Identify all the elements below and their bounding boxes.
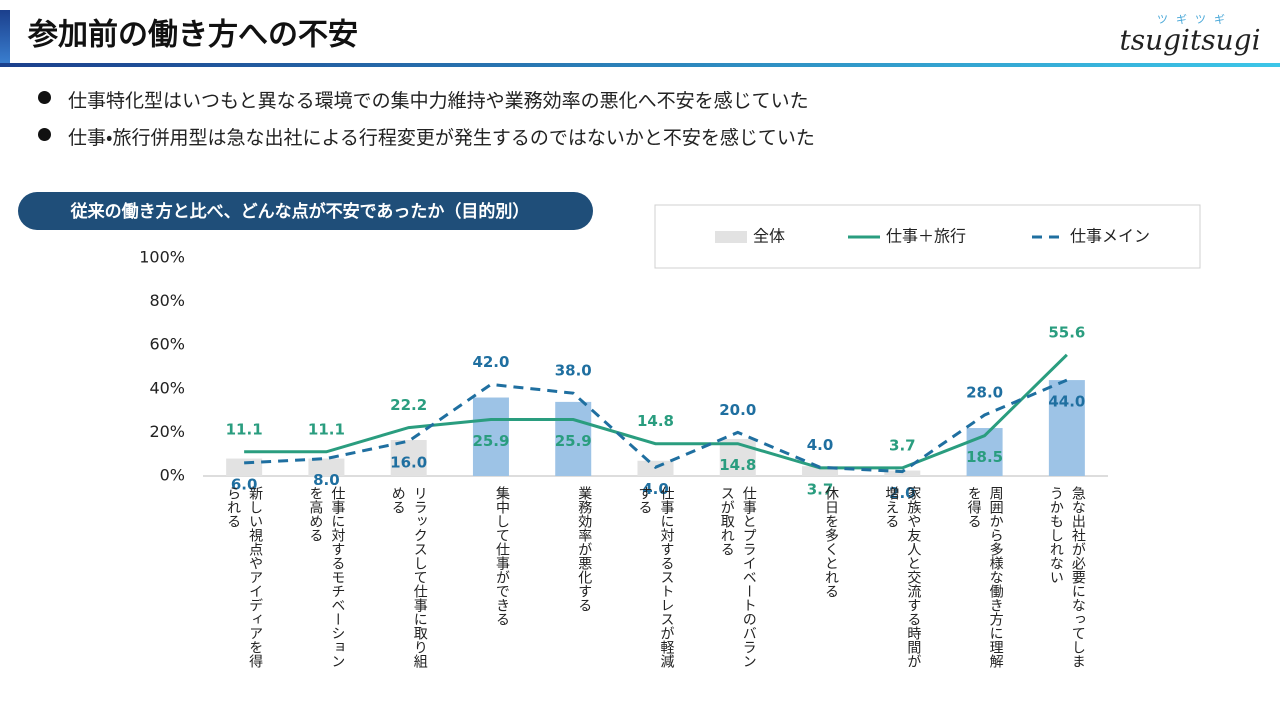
- y-tick-label: 60%: [149, 335, 185, 354]
- y-tick-label: 20%: [149, 422, 185, 441]
- data-label: 20.0: [719, 401, 756, 419]
- x-tick-label: 新しい視点やアイディアを得られる: [225, 486, 264, 668]
- bar: [884, 470, 921, 476]
- bullet-dot: [38, 128, 51, 141]
- bar: [802, 466, 839, 476]
- legend-label: 仕事＋旅行: [886, 227, 966, 246]
- data-label: 22.2: [390, 396, 427, 414]
- bar: [226, 458, 263, 476]
- data-label: 11.1: [308, 420, 345, 438]
- x-tick-label: 休日を多くとれる: [823, 486, 840, 598]
- data-label: 25.9: [472, 432, 509, 450]
- line: [244, 378, 1068, 474]
- legend-swatch: [715, 231, 747, 243]
- legend-label: 仕事メイン: [1070, 227, 1150, 246]
- bar: [390, 440, 427, 476]
- data-label: 2.0: [889, 484, 916, 502]
- data-label: 42.0: [472, 353, 509, 371]
- logo: tsugitsugi: [1119, 24, 1260, 57]
- data-label: 3.7: [807, 480, 834, 498]
- y-tick-label: 80%: [149, 291, 185, 310]
- line: [244, 353, 1068, 470]
- bullet: 仕事特化型はいつもと異なる環境での集中力維持や業務効率の悪化へ不安を感じていた: [68, 90, 809, 112]
- data-label: 16.0: [390, 454, 427, 472]
- x-tick-label: 集中して仕事ができる: [493, 486, 510, 626]
- logo-kana: ツギツギ: [1157, 13, 1233, 26]
- x-tick-label: 家族や友人と交流する時間が増える: [883, 486, 922, 668]
- x-tick-label: 仕事に対するモチベーションを高める: [307, 486, 346, 668]
- data-label: 11.1: [226, 420, 263, 438]
- data-label: 8.0: [313, 471, 340, 489]
- y-tick-label: 100%: [139, 248, 185, 267]
- bar: [1048, 380, 1085, 476]
- data-label: 14.8: [637, 412, 674, 430]
- y-tick-label: 0%: [160, 466, 185, 485]
- data-label: 55.6: [1048, 323, 1085, 341]
- data-label: 4.0: [642, 480, 669, 498]
- bar: [472, 397, 509, 476]
- x-tick-label: リラックスして仕事に取り組める: [389, 486, 428, 668]
- data-label: 6.0: [231, 475, 258, 493]
- data-label: 28.0: [966, 383, 1003, 401]
- data-label: 14.8: [719, 456, 756, 474]
- title: 参加前の働き方への不安: [27, 18, 358, 53]
- bar: [308, 458, 345, 476]
- x-tick-label: 周囲から多様な働き方に理解を得る: [965, 486, 1004, 668]
- header-accent: [0, 10, 10, 64]
- data-label: 44.0: [1048, 393, 1085, 411]
- header-rule: [0, 63, 1280, 67]
- data-label: 3.7: [889, 436, 916, 454]
- x-tick-label: 仕事に対するストレスが軽減する: [636, 486, 675, 668]
- data-label: 4.0: [807, 436, 834, 454]
- data-label: 18.5: [966, 448, 1003, 466]
- bullet: 仕事・旅行併用型は急な出社による行程変更が発生するのではないかと不安を感じていた: [68, 127, 815, 149]
- x-tick-label: 仕事とプライベートのバランスが取れる: [718, 486, 757, 668]
- chart-title-pill: [18, 192, 593, 230]
- legend-label: 全体: [753, 227, 785, 246]
- x-tick-label: 業務効率が悪化する: [576, 486, 593, 612]
- y-tick-label: 40%: [149, 378, 185, 397]
- data-label: 38.0: [555, 362, 592, 380]
- chart-title: 従来の働き方と比べ、どんな点が不安であったか（目的別）: [70, 201, 530, 222]
- bar: [555, 401, 592, 476]
- bullet-dot: [38, 91, 51, 104]
- x-tick-label: 急な出社が必要になってしまうかもしれない: [1047, 486, 1086, 668]
- data-label: 25.9: [555, 432, 592, 450]
